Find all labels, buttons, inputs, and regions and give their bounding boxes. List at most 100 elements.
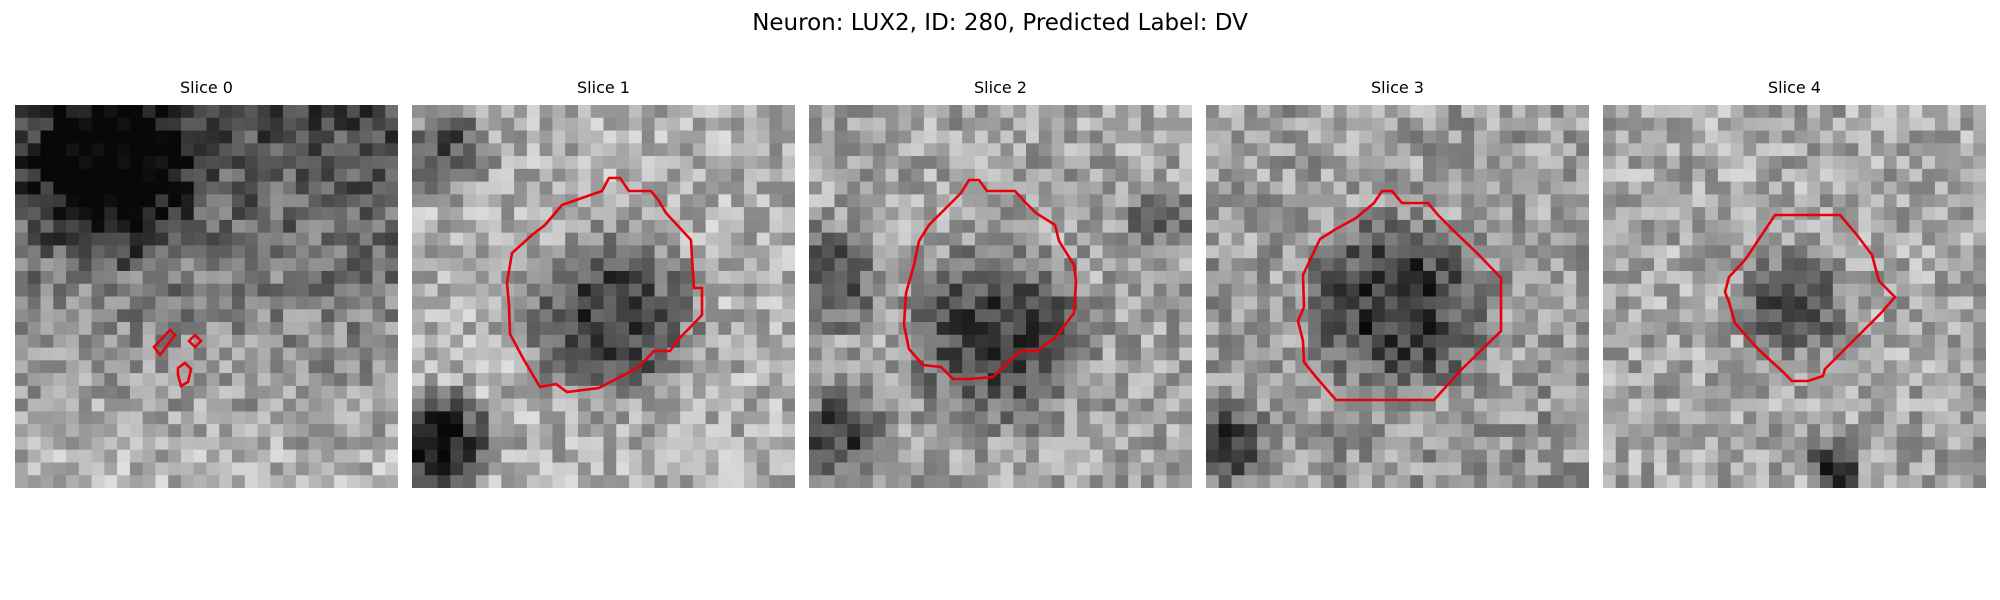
pixel	[1435, 130, 1450, 144]
pixel	[1743, 105, 1757, 119]
pixel	[244, 270, 259, 285]
pixel	[1038, 181, 1053, 195]
pixel	[1654, 232, 1668, 247]
pixel	[1973, 143, 1986, 157]
pixel	[936, 130, 951, 144]
pixel	[718, 143, 732, 157]
pixel	[168, 232, 182, 247]
pixel	[1128, 373, 1142, 387]
pixel	[1410, 117, 1424, 132]
pixel	[539, 436, 554, 451]
pixel	[40, 347, 54, 361]
pixel	[1244, 194, 1258, 208]
pixel	[1730, 373, 1745, 387]
pixel	[949, 130, 963, 144]
pixel	[450, 436, 464, 451]
pixel	[834, 219, 848, 234]
pixel	[1461, 143, 1475, 157]
pixel	[629, 194, 643, 208]
pixel	[1218, 270, 1233, 285]
pixel	[1115, 130, 1129, 144]
pixel	[526, 156, 541, 170]
pixel	[974, 360, 989, 374]
pixel	[1282, 296, 1296, 310]
pixel	[1231, 219, 1245, 234]
pixel	[1537, 117, 1552, 132]
pixel	[514, 436, 528, 451]
pixel	[1768, 398, 1783, 412]
pixel	[923, 334, 938, 349]
pixel	[1038, 130, 1053, 144]
pixel	[308, 322, 322, 336]
pixel	[1397, 143, 1411, 157]
pixel	[1038, 245, 1053, 259]
pixel	[692, 322, 707, 336]
pixel	[949, 283, 963, 298]
pixel	[155, 283, 169, 298]
pixel	[949, 296, 963, 310]
pixel	[78, 398, 93, 412]
pixel	[193, 117, 208, 132]
pixel	[1128, 283, 1142, 298]
pixel	[1679, 194, 1693, 208]
pixel	[1960, 334, 1974, 349]
pixel	[1922, 130, 1936, 144]
pixel	[142, 207, 157, 221]
pixel	[629, 436, 643, 451]
pixel	[168, 219, 182, 234]
pixel	[1679, 143, 1693, 157]
pixel	[1615, 309, 1630, 323]
pixel	[412, 130, 426, 144]
pixel	[1486, 475, 1501, 488]
pixel	[834, 117, 848, 132]
pixel	[1717, 360, 1732, 374]
pixel	[1960, 194, 1974, 208]
pixel	[142, 411, 157, 425]
pixel	[270, 449, 284, 464]
pixel	[219, 385, 233, 400]
pixel	[219, 309, 233, 323]
pixel	[1781, 258, 1796, 272]
pixel	[1000, 436, 1014, 451]
pixel	[782, 105, 795, 119]
pixel	[782, 309, 795, 323]
pixel	[1206, 194, 1220, 208]
pixel	[577, 143, 592, 157]
pixel	[117, 105, 131, 119]
pixel	[1832, 322, 1847, 336]
pixel	[1730, 258, 1745, 272]
pixel	[1845, 322, 1859, 336]
pixel	[1206, 322, 1220, 336]
pixel	[129, 373, 144, 387]
pixel	[1320, 475, 1335, 488]
pixel	[283, 309, 297, 323]
pixel	[1537, 232, 1552, 247]
pixel	[539, 194, 554, 208]
pixel	[1934, 322, 1949, 336]
pixel	[1308, 398, 1322, 412]
pixel	[206, 462, 220, 476]
pixel	[1781, 168, 1796, 183]
pixel	[629, 424, 643, 438]
pixel	[155, 475, 169, 488]
pixel	[1308, 411, 1322, 425]
pixel	[539, 168, 554, 183]
pixel	[629, 449, 643, 464]
pixel	[385, 207, 398, 221]
pixel	[1435, 398, 1450, 412]
pixel	[219, 156, 233, 170]
pixel	[334, 462, 348, 476]
pixel	[705, 360, 719, 374]
pixel	[1820, 258, 1834, 272]
pixel	[949, 424, 963, 438]
pixel	[1781, 296, 1796, 310]
pixel	[66, 105, 80, 119]
pixel	[450, 398, 464, 412]
slice-image	[1206, 105, 1589, 488]
pixel	[1807, 462, 1821, 476]
pixel	[1282, 411, 1296, 425]
pixel	[1282, 475, 1296, 488]
pixel	[641, 385, 656, 400]
pixel	[1909, 168, 1923, 183]
pixel	[1858, 168, 1872, 183]
